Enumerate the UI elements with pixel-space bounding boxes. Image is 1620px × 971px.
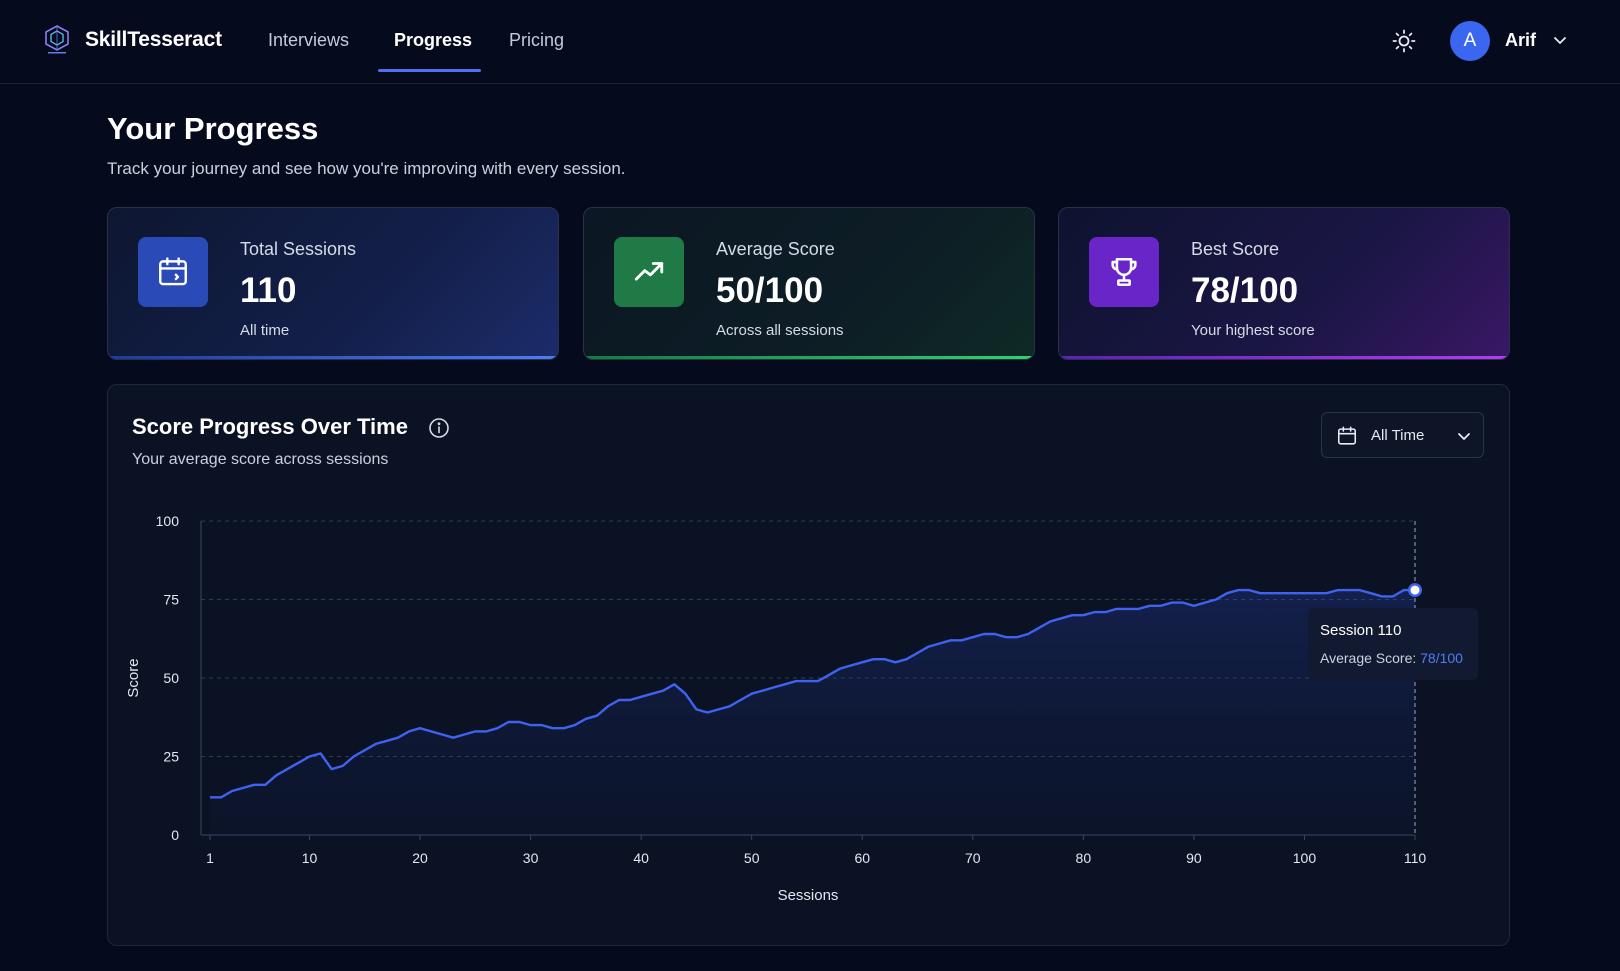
tooltip-title: Session 110 (1320, 622, 1402, 639)
x-tick-label: 30 (523, 850, 539, 866)
x-axis-title: Sessions (778, 887, 839, 904)
chart-subtitle: Your average score across sessions (132, 451, 389, 468)
nav-progress[interactable]: Progress (394, 30, 473, 50)
x-tick-label: 50 (744, 850, 760, 866)
info-icon[interactable] (428, 417, 450, 439)
tooltip-line: Average Score: 78/100 (1320, 650, 1463, 666)
score-line (210, 588, 1415, 799)
user-name[interactable]: Arif (1505, 30, 1536, 50)
stat-label: Average Score (716, 239, 835, 259)
x-tick-label: 100 (1293, 850, 1317, 866)
trending-up-icon (634, 262, 664, 281)
y-tick-label: 100 (156, 513, 180, 529)
card-accent-bar (108, 356, 558, 359)
page-title: Your Progress (107, 111, 319, 146)
top-nav-bar: SkillTesseract Interviews Progress Prici… (0, 0, 1620, 84)
x-tick-label: 110 (1404, 850, 1427, 866)
stat-caption: Your highest score (1191, 322, 1315, 339)
stat-value: 110 (240, 271, 297, 310)
x-tick-label: 40 (633, 850, 649, 866)
stat-card-average-score: Average Score 50/100 Across all sessions (583, 207, 1035, 360)
stat-icon-container (1089, 237, 1159, 307)
stat-value: 50/100 (716, 271, 824, 310)
page-subtitle: Track your journey and see how you're im… (107, 159, 626, 178)
active-tab-indicator (378, 69, 481, 72)
score-progress-panel: Score Progress Over Time Your average sc… (107, 384, 1510, 946)
chart-tooltip: Session 110 Average Score: 78/100 (1308, 608, 1478, 680)
x-tick-label: 80 (1076, 850, 1092, 866)
nav-interviews[interactable]: Interviews (268, 30, 350, 50)
calendar-icon (1337, 426, 1357, 445)
stat-card-best-score: Best Score 78/100 Your highest score (1058, 207, 1510, 360)
user-avatar[interactable]: A (1450, 21, 1490, 61)
stat-icon-container (138, 237, 208, 307)
chart-title: Score Progress Over Time (132, 414, 408, 439)
time-range-value: All Time (1371, 427, 1425, 444)
x-tick-label: 10 (302, 850, 318, 866)
y-tick-label: 25 (163, 749, 179, 765)
trophy-icon (1111, 257, 1137, 287)
score-area (210, 590, 1415, 835)
stat-label: Total Sessions (240, 239, 357, 259)
stat-caption: Across all sessions (716, 322, 844, 339)
chevron-down-icon (1458, 433, 1470, 440)
x-tick-label: 90 (1186, 850, 1202, 866)
y-tick-label: 75 (163, 592, 179, 608)
brand-name[interactable]: SkillTesseract (85, 28, 222, 51)
stat-card-total-sessions: Total Sessions 110 All time (107, 207, 559, 360)
skilltesseract-logo-icon[interactable] (44, 24, 70, 56)
active-point (1410, 585, 1420, 595)
stat-label: Best Score (1191, 239, 1280, 259)
sun-icon[interactable] (1392, 29, 1416, 53)
y-axis-title: Score (125, 658, 142, 697)
tooltip-label: Average Score: (1320, 650, 1421, 666)
calendar-icon (159, 257, 187, 286)
time-range-dropdown[interactable]: All Time (1321, 412, 1484, 458)
stat-icon-container (614, 237, 684, 307)
y-tick-label: 0 (171, 827, 179, 843)
stat-caption: All time (240, 322, 290, 339)
y-tick-label: 50 (163, 670, 179, 686)
card-accent-bar (1059, 356, 1509, 359)
x-tick-label: 60 (854, 850, 870, 866)
stat-value: 78/100 (1191, 271, 1299, 310)
tooltip-value: 78/100 (1420, 650, 1463, 666)
x-tick-label: 70 (965, 850, 981, 866)
nav-pricing[interactable]: Pricing (509, 30, 565, 50)
card-accent-bar (584, 356, 1034, 359)
x-tick-label: 20 (412, 850, 428, 866)
x-tick-label: 1 (206, 850, 214, 866)
chevron-down-icon[interactable] (1552, 32, 1568, 48)
